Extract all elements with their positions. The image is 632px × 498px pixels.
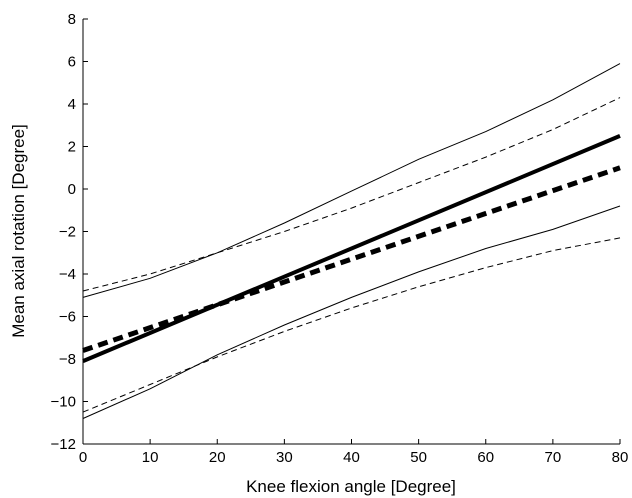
- y-axis-label: Mean axial rotation [Degree]: [9, 124, 28, 338]
- x-tick-label: 20: [209, 449, 226, 466]
- series-line-2-dashed-thick: [82, 165, 621, 353]
- series-line-4-solid-thin: [82, 205, 621, 419]
- series-line-1-solid-thick: [82, 134, 621, 363]
- y-tick-label: −12: [51, 436, 76, 453]
- x-tick-label: 10: [142, 449, 159, 466]
- x-axis-label: Knee flexion angle [Degree]: [246, 477, 456, 496]
- x-ticks: 0 10 20 30 40 50 60 70 80: [79, 439, 629, 466]
- x-tick-label: 80: [612, 449, 629, 466]
- x-tick-label: 0: [79, 449, 87, 466]
- y-tick-label: 2: [68, 139, 76, 156]
- y-tick-label: −2: [59, 224, 76, 241]
- x-tick-label: 50: [410, 449, 427, 466]
- y-tick-label: 8: [68, 11, 76, 28]
- plot-area: [82, 19, 620, 445]
- y-tick-label: −10: [51, 394, 76, 411]
- y-tick-label: 6: [68, 54, 76, 71]
- y-tick-label: −4: [59, 266, 76, 283]
- x-tick-label: 30: [276, 449, 293, 466]
- x-tick-label: 40: [343, 449, 360, 466]
- x-tick-label: 60: [477, 449, 494, 466]
- series-line-6-dashed-thin: [82, 237, 621, 413]
- y-tick-label: 0: [68, 181, 76, 198]
- y-tick-label: 4: [68, 96, 76, 113]
- series-line-5-dashed-thin: [82, 97, 621, 292]
- series-group: [82, 63, 621, 419]
- x-tick-label: 70: [545, 449, 562, 466]
- y-tick-label: −8: [59, 351, 76, 368]
- y-ticks: −12 −10 −8 −6 −4 −2 0 2 4 6 8: [51, 11, 88, 453]
- series-line-3-solid-thin: [82, 63, 621, 298]
- y-tick-label: −6: [59, 309, 76, 326]
